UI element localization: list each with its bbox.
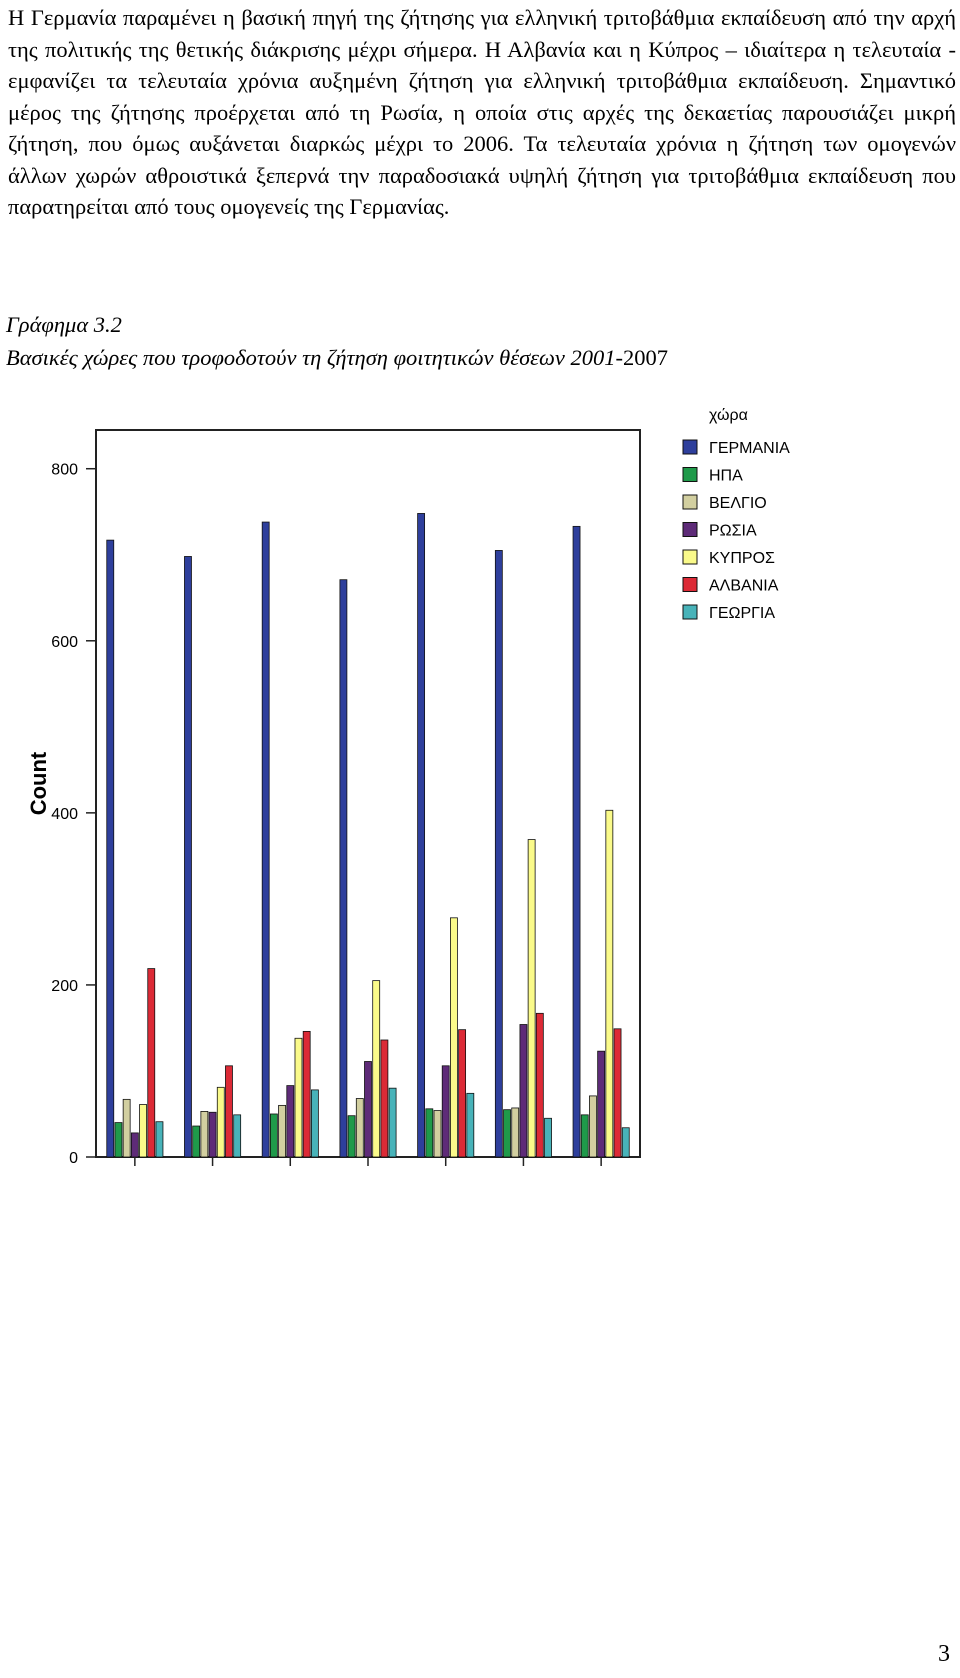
bar-4-2005	[441, 1065, 450, 1158]
bar-3-2001	[122, 1098, 131, 1158]
bar-7-2005	[466, 1092, 475, 1158]
bar-chart: 0200400600800Count2001200220032004200520…	[26, 407, 790, 1167]
bar-2-2001	[114, 1122, 123, 1158]
y-tick-label: 400	[51, 806, 78, 823]
bar-4-2002	[208, 1111, 217, 1158]
legend-swatch	[682, 467, 698, 482]
plot-frame	[95, 429, 641, 1158]
legend-label: ΡΩΣΙΑ	[709, 523, 757, 540]
bar-7-2002	[233, 1114, 242, 1158]
bar-2-2005	[425, 1108, 434, 1158]
bar-5-2002	[216, 1086, 225, 1158]
figure-caption: Βασικές χώρες που τροφοδοτούν τη ζήτηση …	[6, 345, 668, 371]
bar-4-2006	[519, 1024, 528, 1158]
bar-2-2006	[503, 1109, 511, 1158]
legend-swatch	[682, 577, 698, 592]
legend-swatch	[682, 522, 698, 537]
bar-6-2007	[613, 1028, 622, 1158]
figure-label: Γράφημα 3.2	[6, 312, 122, 337]
bar-5-2006	[527, 839, 536, 1158]
bar-4-2007	[597, 1050, 606, 1158]
bar-5-2007	[605, 809, 614, 1158]
bar-7-2004	[388, 1087, 397, 1158]
bar-5-2004	[372, 980, 381, 1158]
figure-caption-main: Βασικές χώρες που τροφοδοτούν τη ζήτηση …	[6, 345, 571, 370]
bar-2-2007	[580, 1114, 589, 1158]
bar-2-2003	[269, 1113, 278, 1158]
y-tick-label: 600	[51, 634, 78, 651]
bar-2-2004	[347, 1115, 356, 1158]
bar-6-2004	[380, 1039, 389, 1158]
legend-swatch	[682, 604, 698, 620]
bar-1-2006	[494, 550, 503, 1158]
bar-6-2001	[147, 968, 156, 1158]
legend-label: ΓΕΩΡΓΙΑ	[709, 605, 775, 622]
bar-1-2005	[417, 513, 426, 1158]
body-paragraph: Η Γερμανία παραμένει η βασική πηγή της ζ…	[8, 5, 956, 219]
bar-3-2004	[355, 1098, 364, 1158]
legend-label: ΚΥΠΡΟΣ	[709, 550, 775, 567]
figure-caption-year-start: 2001	[570, 345, 616, 370]
bar-7-2001	[155, 1121, 164, 1158]
legend-swatch	[682, 494, 698, 510]
bar-1-2004	[339, 579, 348, 1158]
bar-1-2002	[184, 556, 192, 1158]
legend-label: ΒΕΛΓΙΟ	[709, 495, 767, 512]
bar-6-2002	[225, 1065, 233, 1158]
bar-3-2006	[511, 1107, 520, 1158]
bar-3-2003	[278, 1104, 286, 1158]
bar-1-2001	[106, 539, 115, 1158]
bar-6-2003	[302, 1030, 311, 1158]
legend-label: ΑΛΒΑΝΙΑ	[709, 578, 779, 595]
bar-3-2002	[200, 1111, 209, 1158]
figure-caption-year-end: -2007	[615, 345, 669, 370]
legend-swatch	[682, 549, 698, 565]
bar-7-2007	[621, 1127, 630, 1158]
bar-6-2005	[458, 1029, 467, 1158]
y-tick-label: 200	[51, 978, 78, 995]
bar-7-2003	[310, 1089, 319, 1158]
bar-1-2007	[572, 525, 581, 1158]
bar-6-2006	[535, 1012, 544, 1158]
legend-title: χώρα	[709, 407, 748, 424]
page-number: 3	[938, 1641, 950, 1667]
bar-2-2002	[192, 1125, 201, 1158]
bar-4-2003	[286, 1085, 295, 1158]
bar-5-2005	[450, 917, 458, 1158]
bar-3-2005	[433, 1110, 442, 1158]
legend-swatch	[682, 439, 698, 455]
bar-3-2007	[589, 1095, 597, 1158]
legend-label: ΓΕΡΜΑΝΙΑ	[709, 440, 790, 457]
bar-7-2006	[544, 1117, 552, 1158]
bar-4-2004	[364, 1061, 372, 1158]
y-axis-label: Count	[26, 751, 51, 815]
bar-4-2001	[130, 1132, 139, 1158]
y-tick-label: 0	[69, 1150, 78, 1167]
bar-5-2003	[294, 1037, 303, 1158]
bar-1-2003	[261, 521, 270, 1158]
legend-label: ΗΠΑ	[709, 468, 743, 485]
bar-5-2001	[139, 1104, 147, 1158]
y-tick-label: 800	[51, 462, 78, 479]
